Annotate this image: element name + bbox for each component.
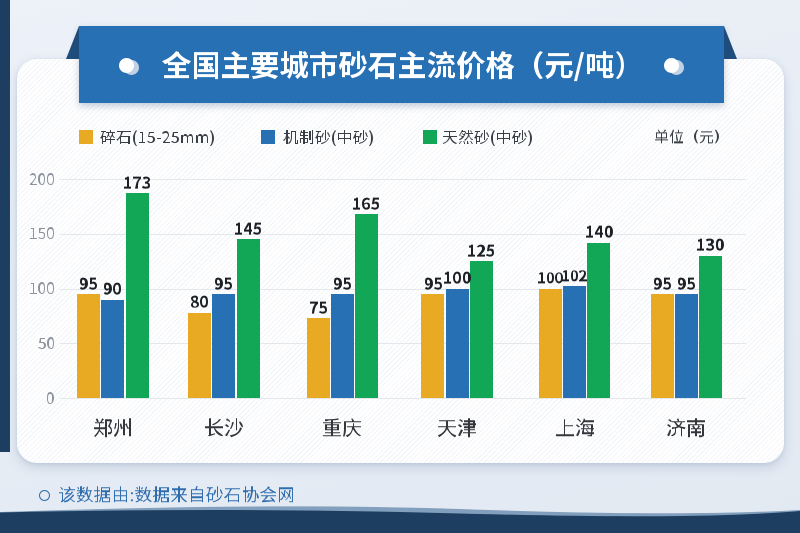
left-accent-strip bbox=[0, 0, 10, 452]
value-label-长沙-s2: 145 bbox=[234, 216, 262, 239]
bar-郑州-s2 bbox=[125, 193, 149, 398]
city-label-2: 重庆 bbox=[322, 412, 362, 441]
bar-上海-s2 bbox=[587, 242, 611, 398]
value-label-上海-s2: 140 bbox=[585, 219, 613, 242]
legend-label-1: 机制砂(中砂) bbox=[283, 125, 375, 147]
bar-郑州-s0 bbox=[77, 294, 100, 398]
bar-天津-s0 bbox=[421, 294, 445, 398]
ribbon-rivet-left-icon bbox=[119, 57, 134, 73]
y-tick-label-50: 50 bbox=[37, 331, 55, 353]
bar-上海-s0 bbox=[538, 288, 562, 398]
footer-bullet-icon bbox=[38, 489, 50, 501]
ribbon-fold-right-icon bbox=[724, 26, 737, 59]
unit-label: 单位（元） bbox=[654, 125, 729, 147]
bar-长沙-s0 bbox=[188, 312, 211, 398]
value-label-济南-s1: 95 bbox=[677, 271, 696, 294]
value-label-重庆-s0: 75 bbox=[309, 295, 328, 318]
value-label-郑州-s0: 95 bbox=[79, 271, 98, 294]
bar-重庆-s2 bbox=[355, 214, 378, 398]
legend-swatch-1 bbox=[261, 130, 275, 144]
gridline-0 bbox=[60, 398, 746, 399]
y-tick-label-200: 200 bbox=[29, 167, 55, 189]
bar-重庆-s0 bbox=[306, 318, 330, 398]
value-label-济南-s0: 95 bbox=[653, 271, 672, 294]
gridline-100 bbox=[60, 288, 746, 290]
bar-济南-s0 bbox=[650, 294, 674, 398]
legend-swatch-0 bbox=[79, 130, 93, 144]
value-label-天津-s1: 100 bbox=[443, 265, 471, 288]
bar-上海-s1 bbox=[563, 286, 586, 398]
gridline-200 bbox=[60, 179, 746, 181]
value-label-郑州-s2: 173 bbox=[123, 170, 151, 193]
bar-济南-s1 bbox=[674, 294, 698, 398]
bar-郑州-s1 bbox=[101, 299, 125, 398]
ribbon-fold-left-icon bbox=[66, 26, 79, 59]
value-label-济南-s2: 130 bbox=[696, 232, 725, 255]
city-label-3: 天津 bbox=[437, 412, 477, 441]
value-label-天津-s2: 125 bbox=[467, 238, 495, 261]
gridline-150 bbox=[60, 233, 746, 235]
y-tick-label-150: 150 bbox=[29, 221, 55, 243]
value-label-天津-s0: 95 bbox=[424, 271, 443, 294]
footer-source: 该数据由:数据来自砂石协会网 bbox=[58, 481, 295, 506]
value-label-重庆-s1: 95 bbox=[333, 271, 352, 294]
legend-label-0: 碎石(15-25mm) bbox=[99, 125, 216, 147]
value-label-重庆-s2: 165 bbox=[352, 191, 380, 214]
bottom-wave-decoration bbox=[0, 506, 800, 533]
bar-重庆-s1 bbox=[330, 294, 354, 398]
value-label-上海-s0: 100 bbox=[537, 266, 564, 288]
value-label-上海-s1: 102 bbox=[561, 264, 588, 286]
bar-天津-s1 bbox=[445, 288, 469, 398]
ribbon-rivet-right-icon bbox=[663, 57, 679, 73]
bar-长沙-s1 bbox=[212, 294, 236, 398]
y-tick-label-0: 0 bbox=[46, 386, 55, 408]
legend-swatch-2 bbox=[423, 130, 437, 144]
title-ribbon bbox=[79, 26, 724, 103]
page-title: 全国主要城市砂石主流价格（元/吨） bbox=[162, 42, 644, 85]
city-label-1: 长沙 bbox=[204, 412, 244, 441]
y-tick-label-100: 100 bbox=[29, 276, 55, 298]
gridline-50 bbox=[60, 343, 746, 345]
bar-济南-s2 bbox=[699, 255, 723, 398]
legend-label-2: 天然砂(中砂) bbox=[442, 125, 534, 147]
value-label-长沙-s0: 80 bbox=[190, 289, 209, 312]
city-label-4: 上海 bbox=[555, 412, 595, 441]
city-label-5: 济南 bbox=[666, 412, 706, 441]
value-label-长沙-s1: 95 bbox=[214, 271, 233, 294]
bar-天津-s2 bbox=[469, 261, 493, 398]
value-label-郑州-s1: 90 bbox=[103, 276, 122, 299]
bar-长沙-s2 bbox=[236, 239, 260, 398]
city-label-0: 郑州 bbox=[93, 412, 133, 441]
